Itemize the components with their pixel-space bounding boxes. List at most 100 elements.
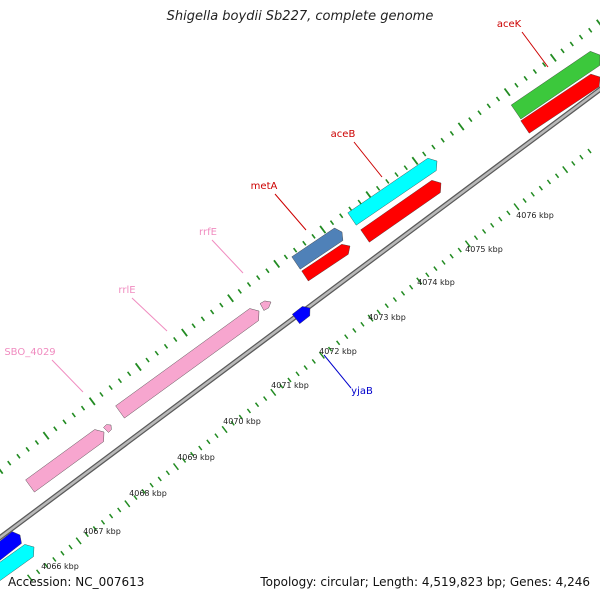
tick-mark (329, 220, 335, 226)
gene-rrfe[interactable] (259, 300, 272, 311)
scale-label: 4071 kbp (271, 381, 309, 390)
scale-label: 4067 kbp (83, 527, 121, 536)
tick-mark (506, 210, 511, 216)
gene-aceb[interactable] (347, 157, 438, 226)
tick-mark (408, 284, 414, 290)
tick-mark (200, 316, 206, 322)
gene-acek[interactable] (510, 51, 600, 120)
tick-mark (473, 235, 479, 241)
tick-mark (311, 358, 316, 364)
gene-sbo4029[interactable] (25, 429, 105, 493)
tick-mark (522, 198, 527, 203)
tick-mark (440, 137, 445, 143)
tick-mark (449, 130, 455, 136)
tick-mark (141, 488, 146, 494)
tick-mark (400, 290, 406, 296)
gene-label-acek[interactable]: aceK (497, 19, 522, 30)
gene-label-rrle[interactable]: rrlE (118, 285, 135, 296)
tick-mark (344, 334, 349, 340)
tick-mark (270, 388, 277, 396)
tick-mark (367, 314, 374, 322)
tick-mark (157, 476, 162, 482)
gene-features (0, 51, 600, 581)
tick-mark (457, 247, 462, 253)
gene-yjab[interactable] (292, 306, 311, 324)
scale-label: 4070 kbp (223, 417, 261, 426)
tick-mark (181, 457, 187, 463)
gene-cyan-lower[interactable] (0, 544, 35, 581)
tick-mark (541, 62, 547, 68)
tick-mark (486, 103, 491, 109)
tick-mark (227, 294, 234, 303)
tick-mark (219, 302, 224, 308)
tick-mark (422, 151, 427, 157)
tick-mark (588, 27, 593, 33)
scale-label: 4069 kbp (177, 453, 215, 462)
gene-label-rrfe[interactable]: rrfE (199, 227, 217, 238)
tick-mark (214, 433, 219, 439)
scale-label: 4076 kbp (516, 211, 554, 220)
tick-mark (303, 365, 308, 371)
tick-mark (126, 371, 132, 377)
label-leader-line (521, 31, 549, 68)
tick-mark (394, 172, 399, 178)
tick-mark (416, 277, 423, 285)
tick-mark (384, 303, 389, 309)
tick-mark (44, 563, 49, 569)
tick-mark (75, 537, 82, 545)
gene-acea-red[interactable] (360, 180, 442, 243)
tick-mark (339, 213, 344, 219)
tick-mark (596, 19, 600, 26)
tick-mark (392, 297, 397, 302)
tick-mark (433, 266, 438, 272)
tick-mark (42, 431, 50, 440)
tick-mark (25, 446, 30, 452)
tick-mark (206, 439, 211, 445)
tick-mark (514, 82, 519, 88)
tick-mark (71, 412, 76, 418)
gene-label-yjab[interactable]: yjaB (351, 386, 373, 397)
tick-mark (477, 110, 482, 116)
tick-mark (403, 165, 408, 171)
tick-mark (449, 253, 454, 259)
tick-mark (549, 53, 557, 62)
gene-small-pink[interactable] (103, 424, 112, 433)
tick-mark (490, 222, 495, 228)
gene-label-sbo-4029[interactable]: SBO_4029 (4, 347, 55, 358)
tick-mark (279, 383, 284, 389)
label-leader-line (51, 359, 84, 393)
inner-tick-track (26, 148, 592, 582)
gene-label-aceb[interactable]: aceB (331, 129, 356, 140)
gene-label-meta[interactable]: metA (251, 181, 278, 192)
tick-mark (100, 519, 106, 525)
tick-mark (221, 425, 228, 434)
tick-mark (117, 507, 122, 513)
tick-mark (7, 460, 12, 466)
tick-mark (145, 357, 150, 363)
gene-red-2[interactable] (520, 73, 600, 134)
tick-mark (292, 247, 298, 253)
tick-mark (99, 391, 104, 397)
label-leader-line (274, 193, 307, 231)
gene-blue-lower[interactable] (0, 531, 22, 563)
tick-mark (198, 445, 203, 451)
tick-mark (52, 556, 57, 562)
tick-mark (133, 495, 138, 500)
outer-tick-track (0, 19, 600, 475)
tick-mark (562, 165, 569, 174)
gene-rrle[interactable] (115, 308, 260, 419)
tick-mark (60, 550, 65, 556)
gene-meta[interactable] (291, 227, 344, 270)
tick-mark (238, 414, 243, 420)
tick-mark (530, 191, 535, 197)
tick-mark (16, 453, 21, 459)
gene-red-1[interactable] (301, 244, 351, 282)
tick-mark (311, 233, 316, 239)
tick-mark (88, 397, 96, 406)
tick-mark (80, 405, 86, 411)
tick-mark (134, 362, 142, 372)
tick-mark (254, 402, 260, 408)
tick-mark (441, 259, 446, 265)
